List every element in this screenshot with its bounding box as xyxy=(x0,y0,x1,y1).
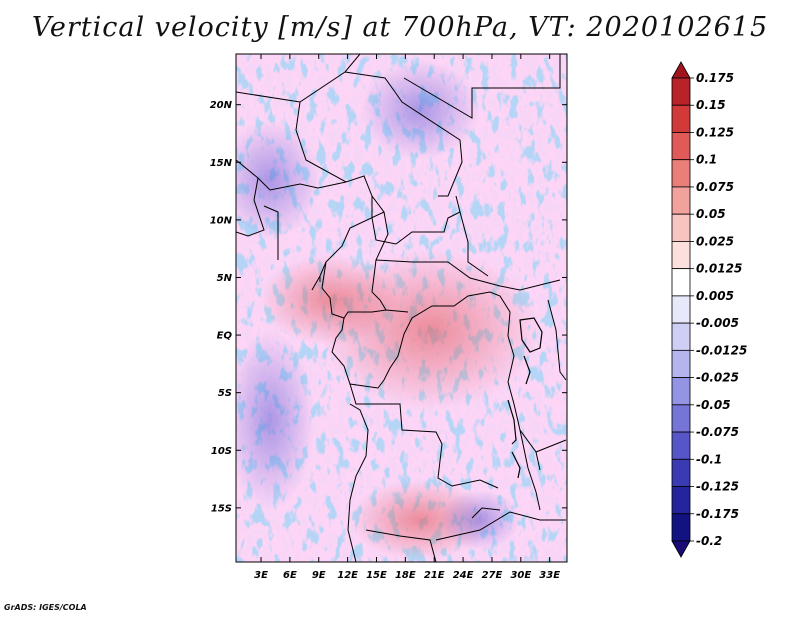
colorbar-bin xyxy=(671,458,691,487)
colorbar-bin xyxy=(671,322,691,351)
colorbar-label: -0.075 xyxy=(696,425,739,439)
lat-label: 20N xyxy=(210,100,233,111)
map-frame xyxy=(235,53,568,563)
lat-label: 10N xyxy=(210,215,233,226)
velocity-field xyxy=(236,54,567,562)
colorbar-label: -0.175 xyxy=(696,507,739,521)
lon-label: 3E xyxy=(254,570,268,581)
colorbar-label: -0.005 xyxy=(696,316,739,330)
lakes xyxy=(507,317,543,479)
colorbar-label: 0.005 xyxy=(696,289,734,303)
colorbar-label: 0.05 xyxy=(696,207,726,221)
lat-label: 15N xyxy=(210,158,233,169)
colorbar-bin xyxy=(671,132,691,161)
colorbar-bin xyxy=(671,377,691,406)
colorbar-bin xyxy=(671,104,691,133)
lon-label: 33E xyxy=(539,570,560,581)
lon-label: 27E xyxy=(482,570,503,581)
colorbar-bin xyxy=(671,159,691,188)
lon-label: 21E xyxy=(424,570,445,581)
colorbar-bin xyxy=(671,241,691,270)
colorbar-label: -0.125 xyxy=(696,480,739,494)
colorbar-bin xyxy=(671,431,691,460)
colorbar-bin xyxy=(671,213,691,242)
colorbar-bin xyxy=(671,349,691,378)
colorbar-label: 0.1 xyxy=(696,153,717,167)
colorbar-label: 0.15 xyxy=(696,98,726,112)
lat-label: 10S xyxy=(211,446,232,457)
colorbar-label: 0.175 xyxy=(696,71,734,85)
chart-title: Vertical velocity [m/s] at 700hPa, VT: 2… xyxy=(31,12,769,43)
colorbar-bin xyxy=(671,61,691,79)
lat-label: 15S xyxy=(211,503,232,514)
colorbar-bin xyxy=(671,513,691,542)
colorbar-label: -0.0125 xyxy=(696,343,747,357)
colorbar-label: -0.025 xyxy=(696,371,739,385)
colorbar-bin xyxy=(671,540,691,558)
colorbar-bin xyxy=(671,486,691,515)
lon-label: 12E xyxy=(337,570,358,581)
colorbar-label: 0.075 xyxy=(696,180,734,194)
lat-labels: 20N 15N 10N 5N EQ 5S 10S 15S xyxy=(210,100,233,514)
lon-label: 6E xyxy=(283,570,297,581)
colorbar-labels: 0.175 0.15 0.125 0.1 0.075 0.05 0.025 0.0125 0.0… xyxy=(696,71,747,548)
lon-ticks xyxy=(260,54,551,562)
colorbar-label: 0.025 xyxy=(696,234,734,248)
lon-label: 15E xyxy=(366,570,387,581)
colorbar-label: -0.05 xyxy=(696,398,731,412)
lon-labels: 3E 6E 9E 12E 15E 18E 21E 24E 27E 30E 33E xyxy=(254,570,560,581)
lon-label: 9E xyxy=(312,570,326,581)
colorbar-bin xyxy=(671,404,691,433)
lat-label: 5N xyxy=(217,273,233,284)
colorbar xyxy=(671,61,694,558)
country-borders xyxy=(236,54,567,562)
colorbar-bin xyxy=(671,186,691,215)
colorbar-bin xyxy=(671,268,691,297)
colorbar-label: -0.1 xyxy=(696,452,722,466)
colorbar-label: 0.0125 xyxy=(696,262,742,276)
lon-label: 30E xyxy=(510,570,531,581)
lat-label: EQ xyxy=(217,331,233,342)
colorbar-bin xyxy=(671,77,691,106)
lon-label: 18E xyxy=(395,570,416,581)
lon-label: 24E xyxy=(453,570,474,581)
colorbar-bin xyxy=(671,295,691,324)
colorbar-label: -0.2 xyxy=(696,534,722,548)
lat-ticks xyxy=(236,104,567,509)
lat-label: 5S xyxy=(218,388,232,399)
colorbar-label: 0.125 xyxy=(696,125,734,139)
grads-credit: GrADS: IGES/COLA xyxy=(4,603,87,612)
